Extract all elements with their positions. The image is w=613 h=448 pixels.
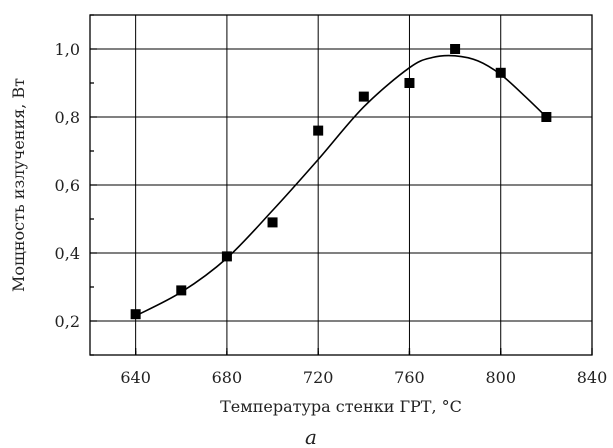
data-point (130, 309, 141, 320)
data-point (404, 78, 415, 88)
y-tick-label: 1,0 (55, 40, 80, 59)
data-point (313, 125, 324, 136)
data-point (495, 67, 506, 78)
y-tick-label: 0,8 (55, 108, 80, 127)
data-point (450, 44, 461, 54)
x-axis-label: Температура стенки ГРТ, °С (220, 397, 462, 416)
y-tick-labels: 0,2 0,4 0,6 0,8 1,0 (55, 40, 80, 331)
fit-curve (135, 54, 547, 317)
y-tick-label: 0,4 (55, 244, 80, 263)
x-tick-label: 720 (303, 368, 334, 387)
y-tick-label: 0,6 (55, 176, 80, 195)
grid-lines (90, 15, 592, 355)
x-tick-labels: 640 680 720 760 800 840 (120, 368, 607, 387)
data-point (176, 285, 187, 296)
y-axis-label: Мощность излучения, Вт (9, 78, 28, 292)
x-tick-label: 760 (394, 368, 425, 387)
x-tick-label: 640 (120, 368, 151, 387)
panel-label: а (305, 425, 317, 448)
x-tick-label: 800 (485, 368, 516, 387)
axis-ticks (90, 14, 593, 356)
x-tick-label: 680 (212, 368, 243, 387)
data-point (221, 251, 232, 262)
data-point (358, 91, 369, 102)
data-point (541, 112, 552, 122)
data-markers (130, 44, 552, 320)
y-tick-label: 0,2 (55, 312, 80, 331)
x-tick-label: 840 (577, 368, 608, 387)
data-point (267, 217, 278, 228)
